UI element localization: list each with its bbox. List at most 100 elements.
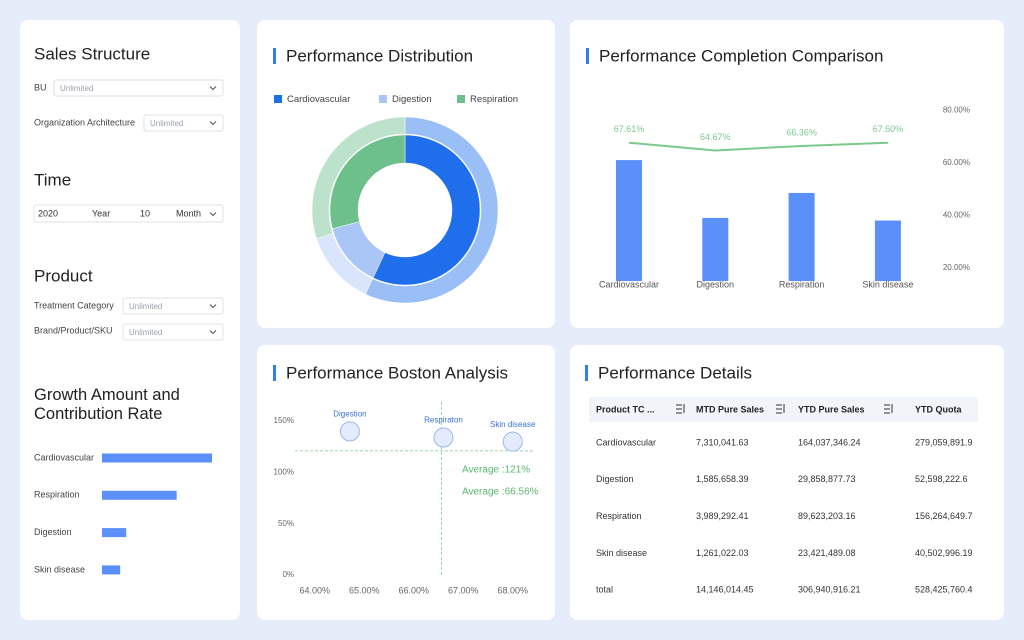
section-title: Product: [34, 266, 93, 285]
table-cell: 52,598,222.6: [915, 474, 968, 484]
x-tick-label: Skin disease: [862, 279, 913, 289]
donut-segment: [365, 116, 499, 304]
panel-title: Performance Details: [598, 363, 752, 382]
table-cell: 7,310,041.63: [696, 437, 749, 447]
column-header: YTD Pure Sales: [798, 404, 865, 414]
bubble: [502, 431, 523, 452]
dropdown-value: Unlimited: [129, 328, 162, 337]
card: [20, 20, 240, 620]
category-label: Cardiovascular: [34, 452, 94, 462]
dropdown[interactable]: Unlimited: [122, 323, 224, 341]
time-field: 10: [140, 208, 150, 218]
column-header: YTD Quota: [915, 404, 962, 414]
legend-label: Cardiovascular: [287, 94, 350, 105]
bar: [616, 160, 642, 281]
x-tick-label: Digestion: [697, 279, 735, 289]
bubble: [339, 421, 360, 442]
section-title: Time: [34, 170, 71, 189]
panel-title: Performance Boston Analysis: [286, 363, 508, 382]
y-tick-label: 150%: [274, 416, 294, 425]
bubble-label: Skin disease: [490, 420, 536, 429]
category-label: Digestion: [34, 527, 72, 537]
panel-title-box: Growth Amount and Contribution Rate: [34, 386, 180, 423]
chevron-icon: [209, 304, 217, 309]
value-label: 67.61%: [614, 124, 645, 134]
panel-title: Performance Completion Comparison: [599, 46, 883, 65]
table-cell: Respiration: [596, 511, 642, 521]
table-cell: 14,146,014.45: [696, 585, 754, 595]
filter-label: Brand/Product/SKU: [34, 325, 113, 335]
table-cell: 528,425,760.4: [915, 585, 973, 595]
dropdown-value: Unlimited: [150, 119, 183, 128]
x-tick-label: 68.00%: [497, 585, 528, 595]
line: [628, 141, 888, 152]
reference-label: Average :66.56%: [462, 487, 539, 498]
dropdown-value: Unlimited: [129, 302, 162, 311]
dropdown[interactable]: Unlimited: [53, 79, 224, 97]
dropdown[interactable]: Unlimited: [122, 297, 224, 315]
filter-label: BU: [34, 82, 47, 92]
column-header: Product TC ...: [596, 404, 655, 414]
x-tick-label: 66.00%: [398, 585, 429, 595]
table-cell: 156,264,649.7: [915, 511, 973, 521]
table: Product TC ... MTD Pure Sales YTD Pure Sal…: [589, 397, 978, 595]
donut-segment: [311, 116, 406, 240]
table-cell: 279,059,891.9: [915, 437, 973, 447]
sort-icon: [776, 404, 785, 414]
title-accent: [273, 365, 276, 381]
time-field: Year: [92, 208, 110, 218]
chevron-icon: [209, 86, 217, 91]
title-accent: [586, 48, 589, 64]
table-cell: 3,989,292.41: [696, 511, 749, 521]
card: [257, 20, 555, 328]
dropdown-box: [122, 323, 224, 341]
section-title: Sales Structure: [34, 44, 150, 63]
table-cell: 1,585,658.39: [696, 474, 749, 484]
table-cell: Skin disease: [596, 548, 647, 558]
x-tick-label: Cardiovascular: [599, 279, 659, 289]
bar: [102, 528, 127, 538]
column-header: MTD Pure Sales: [696, 404, 764, 414]
title-accent: [585, 365, 588, 381]
y-tick-label: 50%: [278, 519, 294, 528]
filter-label: Organization Architecture: [34, 117, 135, 127]
bar: [788, 192, 815, 281]
table-cell: 29,858,877.73: [798, 474, 856, 484]
x-tick-label: Respiration: [779, 279, 825, 289]
y-tick-label: 80.00%: [943, 105, 970, 114]
title-accent: [273, 48, 276, 64]
table-cell: 89,623,203.16: [798, 511, 856, 521]
dropdown-box: [53, 79, 224, 97]
category-label: Respiration: [34, 490, 80, 500]
bubble: [433, 427, 454, 448]
table-cell: Cardiovascular: [596, 437, 656, 447]
bar: [874, 220, 901, 281]
y-tick-label: 0%: [282, 570, 294, 579]
category-label: Skin disease: [34, 564, 85, 574]
table-cell: total: [596, 585, 613, 595]
y-tick-label: 100%: [274, 468, 294, 477]
y-tick-label: 40.00%: [943, 210, 970, 219]
donut-segment: [329, 134, 406, 229]
legend-label: Respiration: [470, 94, 518, 105]
panel-title: Performance Distribution: [286, 46, 473, 65]
table-cell: 164,037,346.24: [798, 437, 861, 447]
dropdown-box: [143, 114, 224, 132]
y-tick-label: 20.00%: [943, 263, 970, 272]
bar: [102, 490, 177, 500]
time-picker[interactable]: [33, 204, 224, 223]
reference-label: Average :121%: [462, 465, 530, 476]
dropdown[interactable]: Unlimited: [143, 114, 224, 132]
y-tick-label: 60.00%: [943, 158, 970, 167]
bar: [102, 565, 121, 575]
card: [257, 345, 555, 620]
dropdown-box: [122, 297, 224, 315]
time-field: 2020: [38, 208, 58, 218]
value-label: 66.36%: [786, 127, 817, 137]
chevron-icon: [209, 121, 217, 126]
table-cell: 23,421,489.08: [798, 548, 856, 558]
bubble-label: Respiraton: [424, 416, 463, 425]
table-cell: Digestion: [596, 474, 634, 484]
sort-icon: [884, 404, 893, 414]
